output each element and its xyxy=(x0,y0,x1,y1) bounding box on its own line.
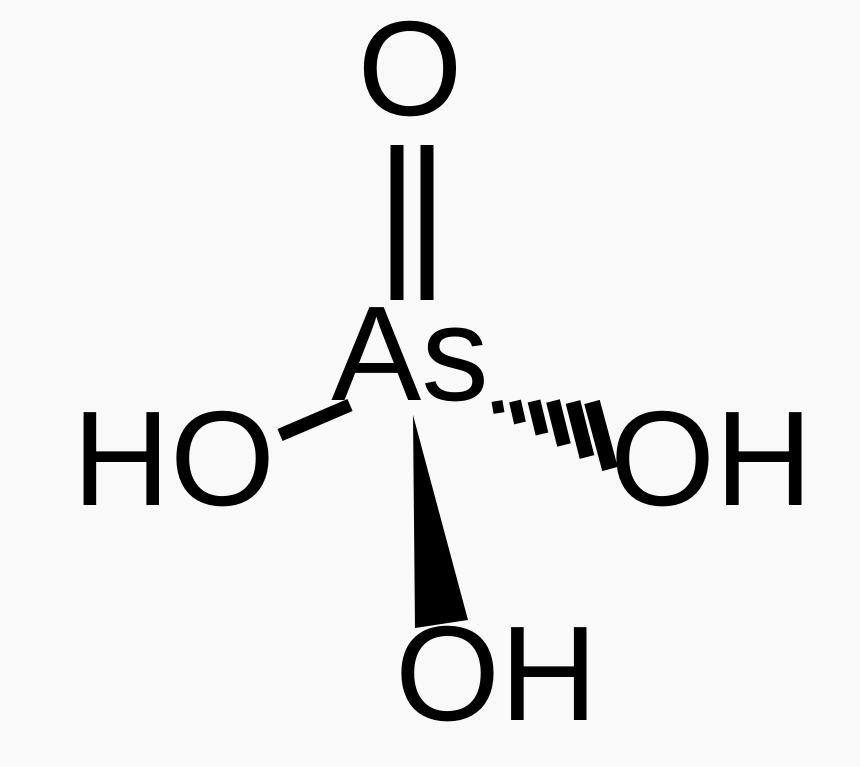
bond-wedge-solid-bottom xyxy=(413,415,468,628)
hash-line-1 xyxy=(515,401,520,423)
bond-wedge-hashed-right xyxy=(497,401,610,469)
hash-line-5 xyxy=(592,402,610,469)
atom-left-oh: HO xyxy=(73,383,276,534)
hash-line-0 xyxy=(497,401,499,413)
hash-line-2 xyxy=(534,401,542,434)
bond-double-top xyxy=(397,145,427,300)
atom-top-o: O xyxy=(357,0,462,144)
atom-center-as: As xyxy=(331,278,489,429)
hash-line-3 xyxy=(553,401,564,445)
atom-right-oh: OH xyxy=(610,383,813,534)
atom-bottom-oh: OH xyxy=(395,598,598,749)
molecule-diagram: As O HO OH OH xyxy=(0,0,860,767)
hash-line-4 xyxy=(573,402,587,457)
